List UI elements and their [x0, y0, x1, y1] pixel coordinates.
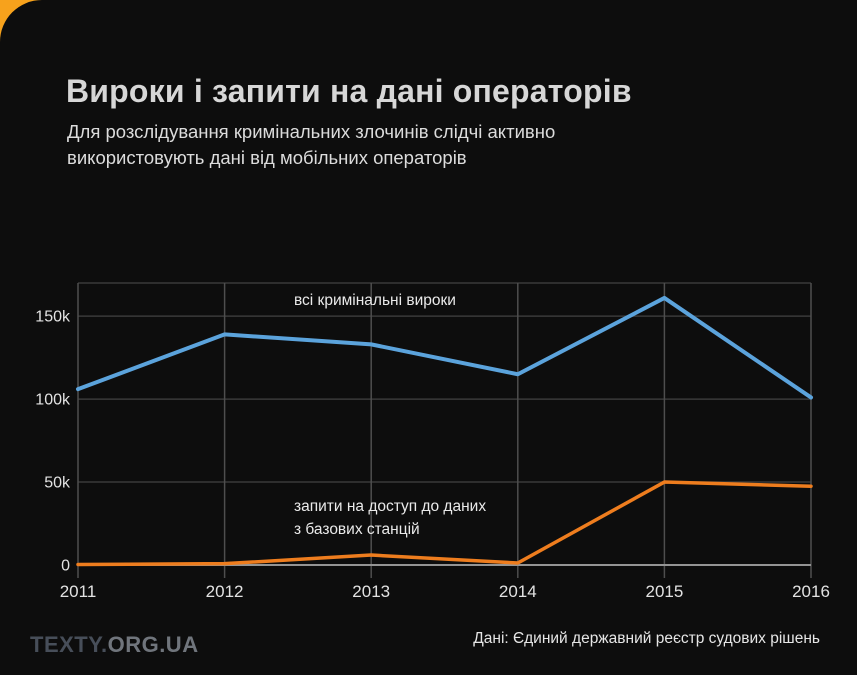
subtitle-line-1: Для розслідування кримінальних злочинів … [67, 121, 556, 142]
y-axis-label-50k: 50k [44, 475, 71, 492]
subtitle-line-2: використовують дані від мобільних операт… [67, 147, 467, 168]
y-axis-label-100k: 100k [35, 392, 71, 409]
page-title: Вироки і запити на дані операторів [66, 73, 632, 110]
x-axis-label-2015: 2015 [645, 582, 683, 601]
page-subtitle: Для розслідування кримінальних злочинів … [67, 119, 555, 171]
x-axis-label-2012: 2012 [206, 582, 244, 601]
texty-logo-secondary: ORG.UA [107, 632, 199, 657]
x-axis-label-2014: 2014 [499, 582, 537, 601]
y-axis-label-150k: 150k [35, 309, 71, 326]
x-axis-label-2016: 2016 [792, 582, 830, 601]
x-axis-label-2011: 2011 [60, 582, 97, 601]
x-axis-label-2013: 2013 [352, 582, 390, 601]
texty-logo-primary: TEXTY. [30, 632, 108, 657]
series-label-verdicts: всі кримінальні вироки [294, 292, 456, 309]
series-label-requests: запити на доступ до даних з базових стан… [294, 498, 487, 538]
y-axis-label-0: 0 [61, 558, 70, 575]
series-line-requests [76, 480, 813, 567]
data-source-note: Дані: Єдиний державний реєстр судових рі… [473, 630, 820, 647]
series-line-verdicts [76, 295, 813, 400]
texty-logo: TEXTY.ORG.UA [30, 632, 199, 658]
